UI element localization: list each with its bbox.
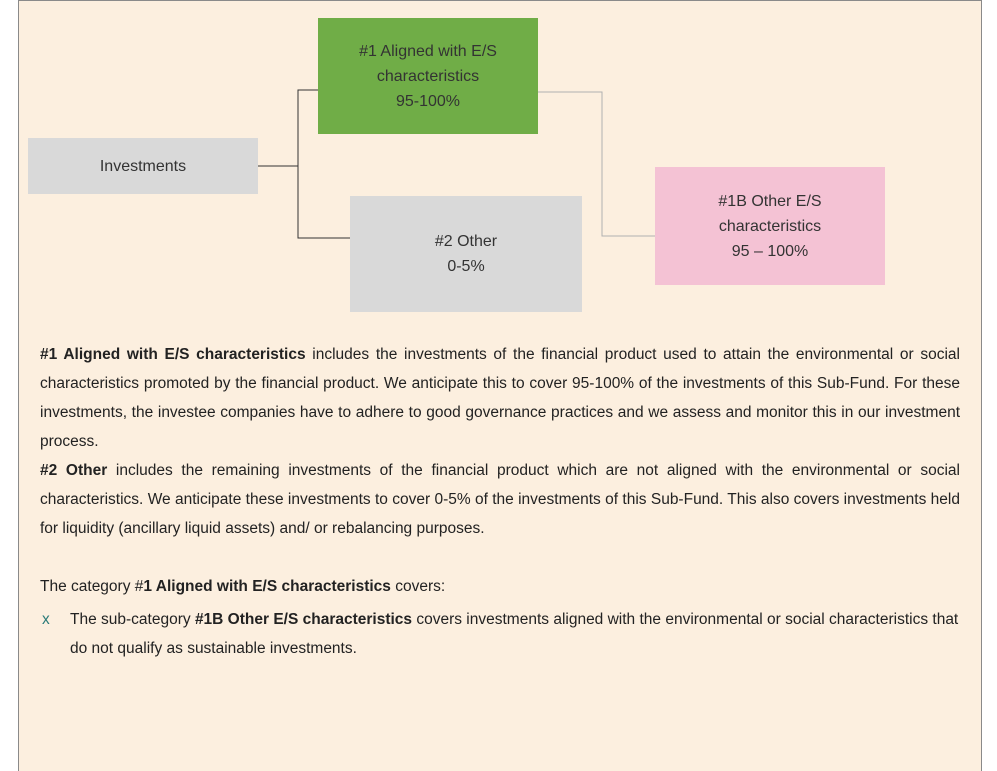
node-text: characteristics (376, 67, 480, 85)
body-text: #1 Aligned with E/S characteristics incl… (40, 340, 960, 663)
node-text: #1 Aligned with E/S (359, 42, 497, 60)
text: The category # (40, 578, 144, 595)
node-other: #2 Other 0-5% (350, 196, 582, 312)
paragraph: The category #1 Aligned with E/S charact… (40, 572, 960, 601)
node-text: 95-100% (395, 92, 461, 110)
bold-text: #2 Other (40, 462, 108, 479)
node-text: 0-5% (447, 258, 485, 275)
text: The sub-category (70, 611, 195, 628)
node-other-es: #1B Other E/S characteristics 95 – 100% (655, 167, 885, 285)
text: covers investments aligned with the envi… (70, 611, 959, 657)
node-text: #2 Other (434, 233, 498, 250)
connector (297, 89, 350, 239)
node-aligned: #1 Aligned with E/S characteristics 95-1… (318, 18, 538, 134)
bullet-text: The sub-category #1B Other E/S character… (70, 605, 960, 663)
text: includes the remaining investments of th… (40, 462, 960, 537)
paragraph: #1 Aligned with E/S characteristics incl… (40, 340, 960, 456)
paragraph: #2 Other includes the remaining investme… (40, 456, 960, 543)
node-text: #1B Other E/S (718, 192, 822, 210)
text: includes the investments of the financia… (40, 346, 960, 450)
node-investments: Investments (28, 138, 258, 194)
node-text: Investments (99, 157, 187, 175)
text: covers: (390, 578, 446, 595)
node-text: characteristics (718, 217, 822, 235)
bold-text: #1B Other E/S characteristics (194, 611, 413, 628)
bullet-item: x The sub-category #1B Other E/S charact… (40, 605, 960, 663)
connector (538, 91, 655, 237)
bullet-marker: x (42, 611, 50, 628)
bold-text: 1 Aligned with E/S characteristics (143, 578, 391, 595)
node-text: 95 – 100% (731, 242, 809, 260)
bold-text: #1 Aligned with E/S characteristics (40, 346, 306, 363)
